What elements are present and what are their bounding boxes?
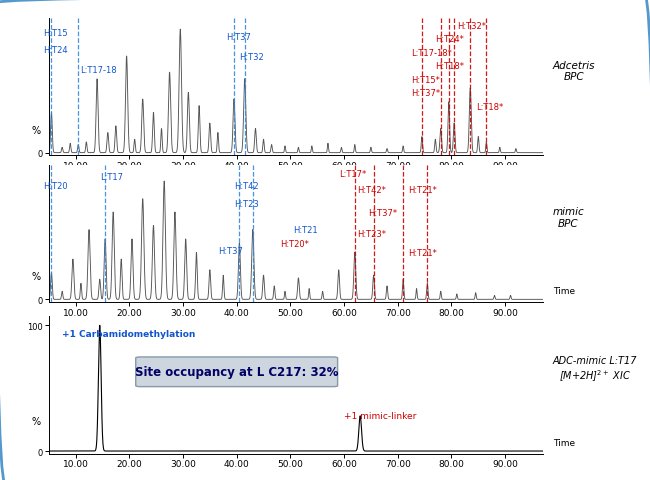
Text: L:T17*: L:T17* xyxy=(339,169,366,179)
Text: H:T20*: H:T20* xyxy=(280,240,309,248)
Text: Time: Time xyxy=(552,287,575,296)
Text: H:T15: H:T15 xyxy=(44,29,68,37)
Y-axis label: %: % xyxy=(32,416,41,426)
Text: H:T18*: H:T18* xyxy=(436,62,464,71)
Text: +1 mimic-linker: +1 mimic-linker xyxy=(344,411,417,420)
Text: H:T37: H:T37 xyxy=(226,33,251,42)
Text: +1 Carbamidomethylation: +1 Carbamidomethylation xyxy=(62,329,196,338)
Text: H:T23: H:T23 xyxy=(234,199,259,208)
Text: H:T32*: H:T32* xyxy=(457,22,486,31)
Text: H:T21: H:T21 xyxy=(293,226,318,235)
Text: H:T42: H:T42 xyxy=(234,182,259,191)
Text: L:T17: L:T17 xyxy=(99,172,123,181)
Text: H:T23*: H:T23* xyxy=(358,230,387,239)
Text: H:T21*: H:T21* xyxy=(408,249,437,258)
Y-axis label: %: % xyxy=(32,272,41,282)
Text: L:T17-18*: L:T17-18* xyxy=(411,48,452,58)
Text: H:T24: H:T24 xyxy=(44,46,68,55)
Text: Adcetris
BPC: Adcetris BPC xyxy=(552,60,595,82)
Text: H:T42*: H:T42* xyxy=(358,186,386,195)
Text: H:T37*: H:T37* xyxy=(369,208,397,217)
FancyBboxPatch shape xyxy=(136,357,337,387)
Text: H:T37: H:T37 xyxy=(218,246,242,255)
Text: H:T37*: H:T37* xyxy=(411,89,440,98)
Text: H:T20: H:T20 xyxy=(44,182,68,191)
Text: H:T24*: H:T24* xyxy=(436,36,464,44)
Text: L:T18*: L:T18* xyxy=(476,102,503,111)
Text: mimic
BPC: mimic BPC xyxy=(552,207,584,228)
Text: H:T32: H:T32 xyxy=(239,53,264,62)
Text: Time: Time xyxy=(552,438,575,447)
Text: H:T21*: H:T21* xyxy=(408,186,437,195)
Y-axis label: %: % xyxy=(32,125,41,135)
Text: H:T15*: H:T15* xyxy=(411,75,440,84)
Text: Site occupancy at L C217: 32%: Site occupancy at L C217: 32% xyxy=(135,366,339,379)
Text: L:T17-18: L:T17-18 xyxy=(80,66,116,75)
Text: ADC-mimic L:T17
[M+2H]$^{2+}$ XIC: ADC-mimic L:T17 [M+2H]$^{2+}$ XIC xyxy=(552,355,637,383)
